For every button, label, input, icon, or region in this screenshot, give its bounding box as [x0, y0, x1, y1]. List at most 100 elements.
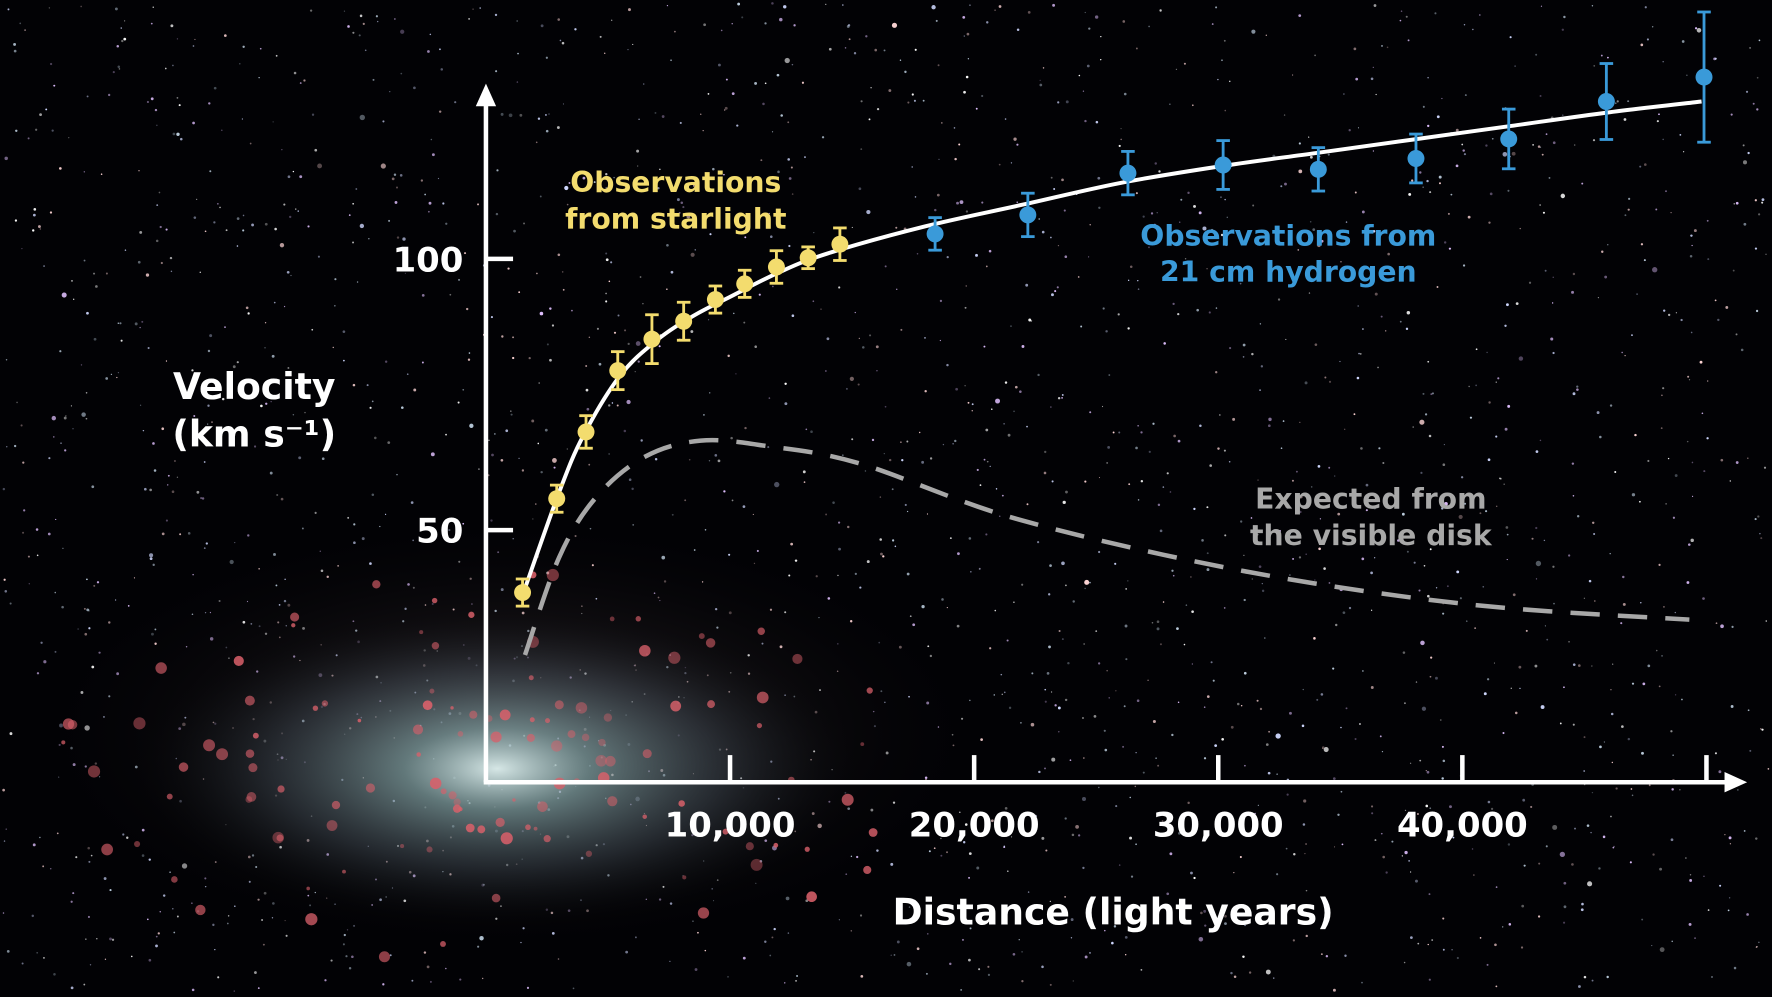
star — [963, 90, 966, 94]
star — [725, 78, 728, 81]
star — [440, 68, 444, 71]
star — [1688, 379, 1691, 381]
nebula-spot — [575, 702, 588, 714]
star — [1373, 4, 1377, 7]
star — [264, 322, 267, 324]
star — [1162, 486, 1165, 488]
star — [96, 581, 100, 584]
star — [1301, 724, 1305, 728]
star — [1703, 470, 1706, 473]
star — [1240, 520, 1243, 523]
star — [965, 210, 969, 213]
star — [1730, 113, 1733, 116]
star — [1243, 554, 1245, 556]
x-tick-label: 10,000 — [665, 805, 796, 844]
star — [513, 229, 516, 233]
star — [1135, 446, 1138, 450]
star — [787, 158, 790, 161]
star — [983, 458, 986, 461]
star — [1103, 729, 1106, 732]
star — [36, 951, 39, 954]
nebula-spot — [450, 706, 454, 710]
star — [431, 153, 435, 157]
star — [1044, 700, 1047, 703]
star — [146, 100, 150, 104]
nebula-spot — [452, 804, 462, 813]
star — [965, 75, 969, 79]
star — [1161, 820, 1164, 822]
star — [632, 43, 634, 46]
star — [708, 460, 711, 462]
star — [1612, 846, 1615, 849]
star — [851, 226, 853, 229]
star — [161, 532, 165, 536]
nebula-spot — [457, 731, 464, 737]
star — [804, 156, 806, 159]
star — [429, 33, 432, 36]
star — [764, 22, 767, 25]
star — [108, 93, 111, 97]
star — [1381, 44, 1383, 47]
star — [1495, 505, 1498, 508]
star — [1313, 637, 1316, 640]
star — [1525, 629, 1528, 632]
star — [1643, 259, 1646, 262]
star — [332, 346, 334, 349]
star — [963, 35, 966, 37]
star — [536, 272, 538, 275]
star — [1425, 769, 1427, 772]
star — [1409, 762, 1412, 765]
star — [842, 4, 844, 6]
star — [265, 402, 268, 405]
star — [494, 13, 498, 17]
nebula-spot — [698, 633, 705, 640]
star — [1206, 695, 1210, 699]
star — [860, 100, 863, 103]
star — [1278, 529, 1282, 533]
star — [1135, 752, 1137, 754]
star — [63, 416, 67, 420]
star — [784, 402, 788, 406]
star — [1539, 204, 1541, 206]
star — [1487, 458, 1491, 462]
star — [531, 419, 535, 423]
star — [356, 281, 359, 283]
star — [1360, 447, 1363, 450]
star — [796, 975, 799, 977]
star — [384, 360, 388, 363]
star — [1284, 182, 1287, 186]
star — [48, 457, 51, 460]
star — [1137, 279, 1139, 282]
star — [1254, 812, 1256, 815]
star — [1732, 269, 1735, 272]
star — [1104, 929, 1106, 932]
star — [611, 402, 614, 404]
star — [1098, 477, 1101, 479]
star — [1597, 297, 1600, 299]
star — [1598, 867, 1601, 870]
nebula-spot — [203, 739, 216, 752]
star — [93, 584, 96, 587]
star — [137, 260, 141, 264]
star — [1747, 709, 1750, 712]
star — [1495, 381, 1497, 383]
star — [321, 457, 325, 461]
star — [666, 288, 668, 291]
star — [307, 225, 310, 228]
star — [1485, 510, 1488, 513]
star — [1431, 939, 1434, 941]
star — [637, 165, 639, 167]
star — [1239, 904, 1241, 906]
star — [1502, 732, 1505, 735]
star — [449, 293, 452, 296]
star — [1499, 477, 1501, 480]
star — [631, 487, 634, 491]
star — [723, 490, 726, 493]
star — [1261, 589, 1265, 593]
star — [459, 978, 462, 981]
nebula-spot — [554, 700, 564, 710]
star — [1473, 874, 1475, 876]
star — [1634, 433, 1637, 437]
star — [1171, 733, 1174, 737]
nebula-spot — [372, 580, 381, 589]
